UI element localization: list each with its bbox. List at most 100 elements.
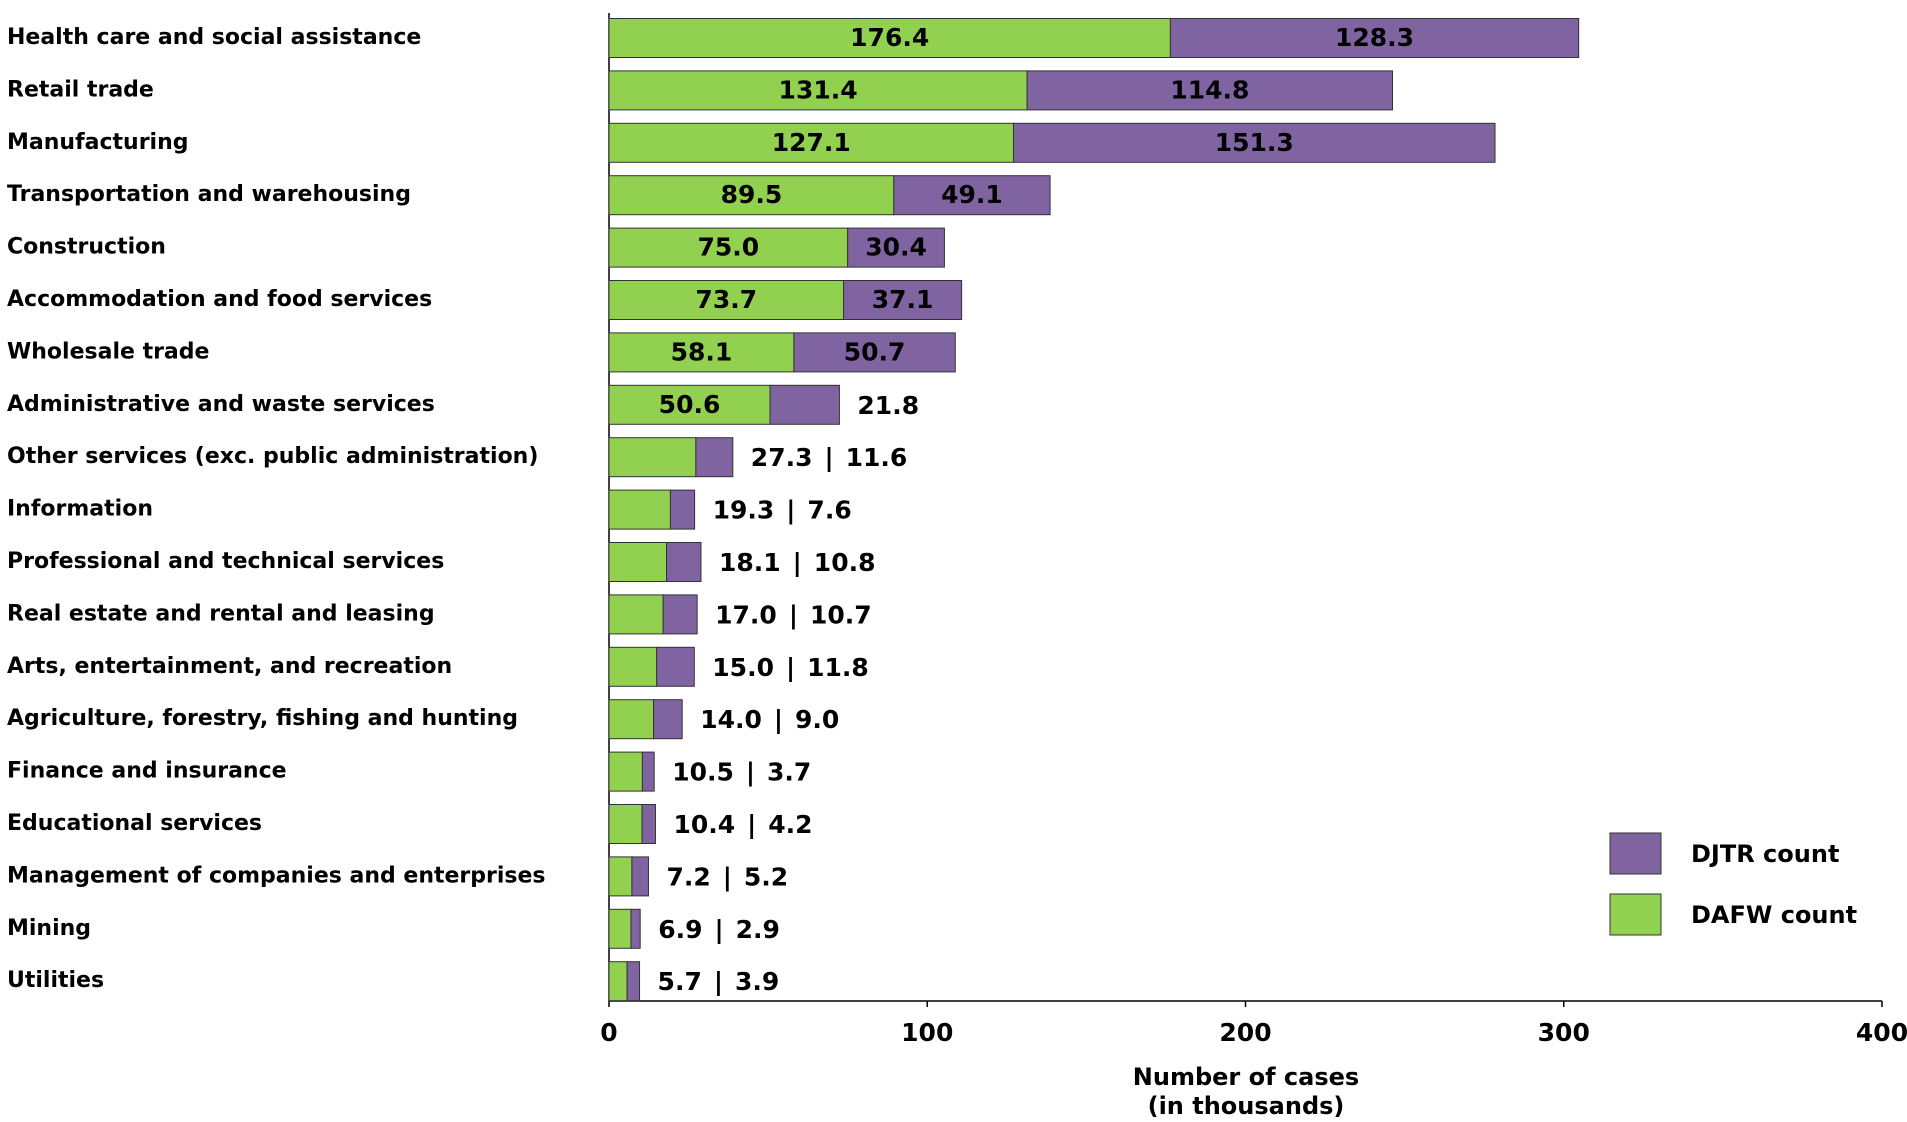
bar-segment [631,856,649,897]
value-label: 10.8 [814,548,876,577]
legend-label: DAFW count [1691,901,1857,929]
category-label: Accommodation and food services [7,287,432,312]
x-tick-label: 0 [600,1018,617,1047]
bar-segment [669,489,696,530]
value-label: 17.0 [715,600,777,629]
bar-segment [608,751,643,792]
value-label-separator: | [793,548,802,577]
value-label: 37.1 [872,285,934,314]
category-label: Arts, entertainment, and recreation [7,654,452,679]
value-label-separator: | [789,600,798,629]
value-label: 7.6 [807,496,851,525]
value-label: 4.2 [768,810,812,839]
bar-segment [843,280,963,320]
bar-segment [630,908,641,949]
value-label: 151.3 [1215,128,1294,157]
legend-swatch [1609,832,1662,875]
category-label: Health care and social assistance [7,25,421,50]
bar-segment [626,961,641,1002]
value-label: 176.4 [850,23,929,52]
bar-segment [608,594,664,635]
value-label: 19.3 [713,496,775,525]
bar-segment [608,437,697,478]
category-label: Retail trade [7,77,154,102]
bar-segment [608,542,668,582]
value-label: 73.7 [695,285,757,314]
value-label: 11.8 [807,653,869,682]
value-label: 127.1 [772,128,851,157]
value-label: 18.1 [719,548,781,577]
category-label: Construction [7,235,166,260]
bar-segment [608,908,632,949]
value-label: 10.5 [672,758,734,787]
value-label: 75.0 [698,233,760,262]
category-label: Real estate and rental and leasing [7,601,435,626]
bar-segment [608,489,671,530]
x-tick-label: 200 [1219,1018,1271,1047]
value-label-separator: | [774,705,783,734]
bar-segment [608,804,643,844]
value-label: 6.9 [658,915,702,944]
bar-segment [641,751,655,792]
value-label: 58.1 [671,337,733,366]
bar-segment [653,699,683,740]
category-label: Educational services [7,811,262,836]
bar-segment [608,280,845,320]
value-label: 114.8 [1170,75,1249,104]
value-label: 27.3 [751,443,813,472]
x-axis-title: Number of cases [1133,1063,1359,1091]
category-label: Administrative and waste services [7,392,435,417]
value-label: 11.6 [846,443,908,472]
value-label: 10.4 [673,810,735,839]
category-label: Transportation and warehousing [7,182,411,207]
category-label: Wholesale trade [7,339,209,364]
bar-segment [662,594,698,635]
value-label: 5.2 [744,862,788,891]
value-label-separator: | [723,862,732,891]
value-label: 131.4 [779,75,858,104]
value-label: 5.7 [658,967,702,996]
value-label: 14.0 [700,705,762,734]
x-tick-label: 100 [901,1018,953,1047]
bar-segment [608,856,633,897]
bar-segment [608,384,771,425]
value-label: 15.0 [712,653,774,682]
value-label-separator: | [786,496,795,525]
category-label: Utilities [7,968,104,993]
bar-segment [1169,18,1580,58]
value-label: 50.6 [659,390,721,419]
bar-segment [641,804,656,844]
legend-label: DJTR count [1691,840,1839,868]
category-label: Management of companies and enterprises [7,863,546,888]
value-label: 50.7 [844,337,906,366]
value-label-separator: | [714,915,723,944]
x-tick-label: 300 [1538,1018,1590,1047]
bar-segment [656,646,695,687]
bar-segment [608,699,655,740]
bar-segment [666,542,702,582]
x-axis-title: (in thousands) [1148,1092,1345,1120]
bar-segment [769,384,840,425]
category-label: Other services (exc. public administrati… [7,444,538,469]
value-label-separator: | [747,810,756,839]
bar-segment [608,122,1014,163]
category-label: Manufacturing [7,130,189,155]
value-label: 89.5 [721,180,783,209]
value-label: 21.8 [857,391,919,420]
x-tick-label: 400 [1856,1018,1907,1047]
bar-segment [608,70,1028,111]
value-label: 49.1 [941,180,1003,209]
bar-segment [608,961,628,1002]
bar-segment [608,646,658,687]
category-label: Professional and technical services [7,549,444,574]
bar-segment [847,227,945,268]
value-label: 30.4 [865,233,927,262]
category-label: Mining [7,916,91,941]
value-label: 2.9 [736,915,780,944]
value-label-separator: | [746,758,755,787]
value-label: 7.2 [666,862,710,891]
bar-segment [893,175,1051,216]
bar-segment [608,332,795,373]
category-label: Information [7,497,153,522]
